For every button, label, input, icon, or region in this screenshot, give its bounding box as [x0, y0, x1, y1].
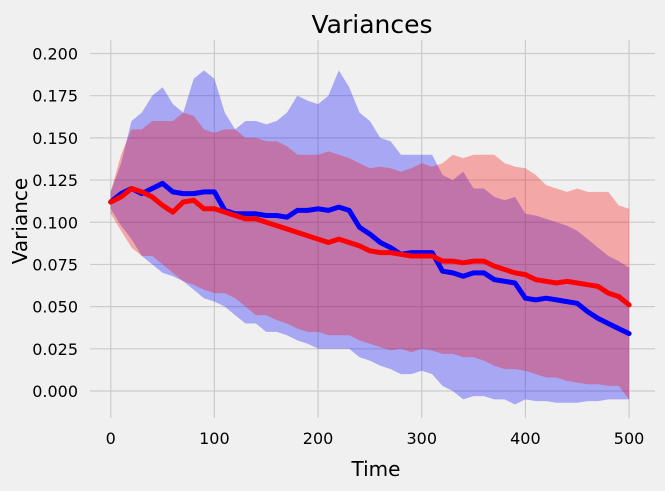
- confidence-bands: [110, 70, 630, 405]
- x-tick-label: 100: [199, 429, 230, 448]
- y-tick-label: 0.075: [32, 255, 78, 274]
- series-1-band: [110, 112, 630, 400]
- y-tick-label: 0.050: [32, 298, 78, 317]
- series-lines: [108, 180, 632, 337]
- x-tick-label: 0: [106, 429, 116, 448]
- y-tick-label: 0.125: [32, 171, 78, 190]
- y-tick-label: 0.100: [32, 213, 78, 232]
- series-1-line: [108, 186, 632, 308]
- y-tick-label: 0.025: [32, 340, 78, 359]
- grid: [90, 40, 655, 418]
- x-tick-label: 200: [303, 429, 334, 448]
- y-tick-label: 0.200: [32, 45, 78, 64]
- y-tick-label: 0.150: [32, 129, 78, 148]
- y-tick-label: 0.175: [32, 87, 78, 106]
- y-tick-label: 0.000: [32, 382, 78, 401]
- series-0-line: [108, 180, 632, 337]
- series-0-band: [110, 70, 630, 405]
- x-tick-label: 500: [614, 429, 645, 448]
- x-axis-ticks: 0 100 200 300 400 500: [106, 429, 645, 448]
- x-axis-label: Time: [351, 457, 401, 481]
- y-axis-label: Variance: [8, 178, 32, 264]
- y-axis-ticks: 0.000 0.025 0.050 0.075 0.100 0.125 0.150 0.175…: [32, 45, 78, 402]
- chart-title: Variances: [311, 10, 432, 39]
- x-tick-label: 300: [406, 429, 437, 448]
- x-tick-label: 400: [510, 429, 541, 448]
